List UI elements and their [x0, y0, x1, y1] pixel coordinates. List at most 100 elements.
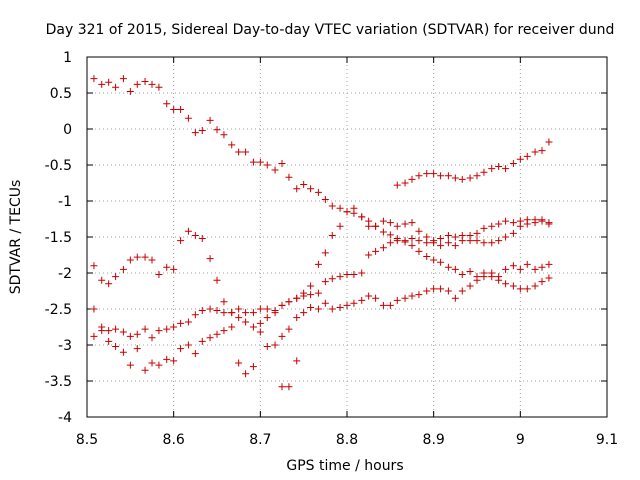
data-point — [206, 116, 214, 124]
data-point — [379, 217, 387, 225]
data-point — [271, 306, 279, 314]
series-lowest-band — [90, 260, 553, 378]
data-point — [119, 348, 127, 356]
chart-title: Day 321 of 2015, Sidereal Day-to-day VTE… — [46, 22, 615, 38]
data-point — [358, 213, 366, 221]
data-point — [307, 304, 315, 312]
data-point — [523, 260, 531, 268]
data-point — [531, 219, 539, 227]
data-point — [170, 357, 178, 365]
data-point — [177, 106, 185, 114]
data-point — [206, 255, 214, 263]
data-point — [336, 222, 344, 230]
data-point — [379, 301, 387, 309]
data-point — [184, 318, 192, 326]
data-point — [343, 208, 351, 216]
data-point — [220, 298, 228, 306]
data-point — [502, 165, 510, 173]
data-point — [213, 276, 221, 284]
data-point — [336, 304, 344, 312]
data-point — [480, 224, 488, 232]
data-point — [466, 268, 474, 276]
data-point — [249, 158, 257, 166]
data-point — [148, 334, 156, 342]
data-point — [163, 325, 171, 333]
data-point — [141, 77, 149, 85]
data-point — [263, 342, 271, 350]
data-point — [365, 251, 373, 259]
data-point — [90, 332, 98, 340]
data-point — [408, 292, 416, 300]
data-point — [444, 239, 452, 247]
data-point — [365, 292, 373, 300]
data-point — [119, 328, 127, 336]
data-point — [502, 265, 510, 273]
data-point — [307, 291, 315, 299]
data-point — [256, 319, 264, 327]
data-point — [466, 232, 474, 240]
data-point — [495, 220, 503, 228]
data-point — [430, 170, 438, 178]
data-point — [328, 202, 336, 210]
data-point — [307, 185, 315, 193]
data-point — [133, 253, 141, 261]
x-tick-label: 8.6 — [163, 432, 185, 448]
data-point — [379, 228, 387, 236]
data-point — [213, 306, 221, 314]
data-point — [473, 237, 481, 245]
data-point — [423, 287, 431, 295]
data-point — [90, 262, 98, 270]
data-point — [430, 285, 438, 293]
data-point — [343, 270, 351, 278]
data-point — [126, 361, 134, 369]
data-point — [263, 161, 271, 169]
data-point — [177, 237, 185, 245]
data-point — [148, 256, 156, 264]
data-point — [365, 222, 373, 230]
data-point — [350, 204, 358, 212]
y-tick-label: -3.5 — [45, 374, 72, 390]
data-point — [293, 314, 301, 322]
data-point — [408, 219, 416, 227]
data-point — [249, 309, 257, 317]
data-point — [516, 222, 524, 230]
x-tick-label: 8.8 — [336, 432, 358, 448]
data-point — [235, 148, 243, 156]
data-point — [379, 244, 387, 252]
data-point — [228, 323, 236, 331]
data-point — [271, 341, 279, 349]
data-point — [538, 263, 546, 271]
data-point — [155, 327, 163, 335]
data-point — [423, 170, 431, 178]
data-point — [328, 305, 336, 313]
data-point — [495, 237, 503, 245]
data-point — [133, 330, 141, 338]
data-point — [235, 359, 243, 367]
data-point — [285, 383, 293, 391]
data-point — [408, 234, 416, 242]
data-point — [184, 341, 192, 349]
data-point — [545, 260, 553, 268]
data-point — [386, 301, 394, 309]
data-point — [545, 138, 553, 146]
data-point — [155, 361, 163, 369]
data-point — [480, 273, 488, 281]
data-point — [256, 328, 264, 336]
y-tick-label: 0 — [63, 122, 72, 138]
data-point — [278, 301, 286, 309]
data-point — [300, 180, 308, 188]
data-point — [170, 265, 178, 273]
data-point — [141, 253, 149, 261]
data-point — [458, 232, 466, 240]
data-point — [278, 160, 286, 168]
data-point — [372, 247, 380, 255]
data-point — [538, 147, 546, 155]
data-point — [358, 296, 366, 304]
data-point — [451, 233, 459, 241]
data-point — [328, 232, 336, 240]
data-point — [163, 355, 171, 363]
data-point — [242, 148, 250, 156]
y-tick-label: -0.5 — [45, 158, 72, 174]
data-point — [473, 172, 481, 180]
